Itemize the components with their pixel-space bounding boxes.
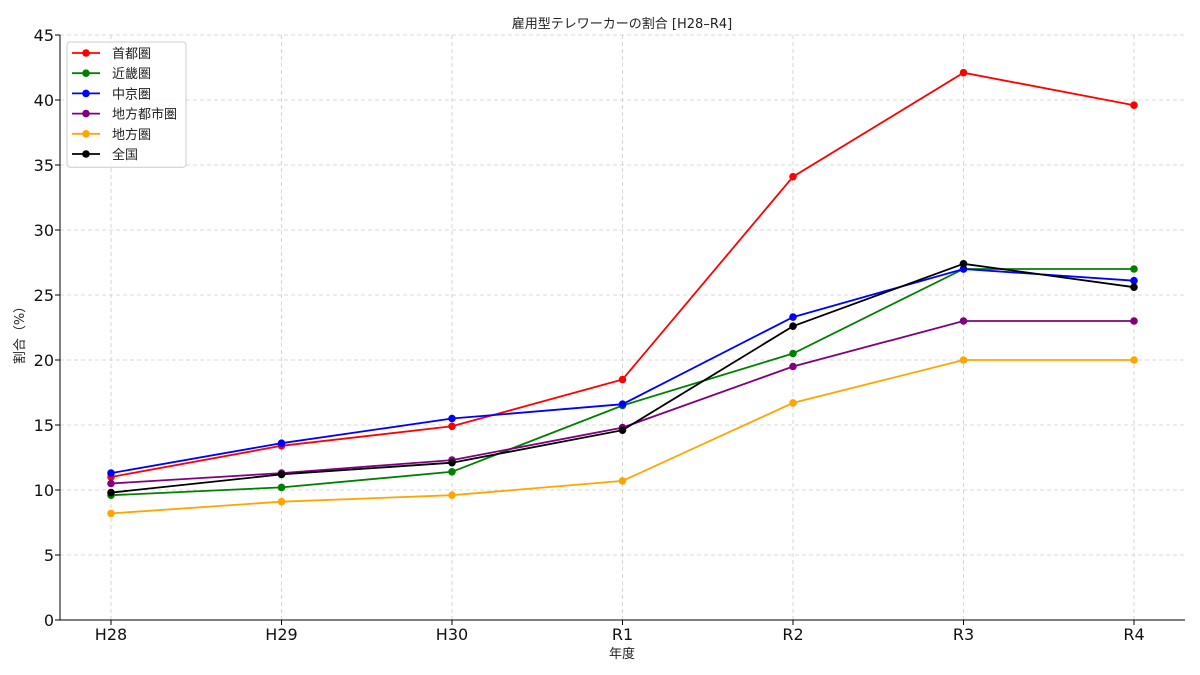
y-axis-label: 割合（%） — [12, 300, 28, 364]
legend-label: 近畿圏 — [112, 67, 151, 82]
data-point — [448, 414, 456, 423]
data-point — [789, 313, 797, 321]
y-tick-label: 30 — [34, 221, 54, 240]
grid — [60, 34, 1185, 621]
y-tick-label: 15 — [34, 416, 54, 435]
data-point — [1130, 101, 1138, 109]
y-tick-label: 45 — [34, 26, 54, 45]
legend-label: 地方圏 — [112, 127, 151, 143]
data-point — [959, 68, 968, 77]
y-tick-label: 20 — [34, 351, 54, 370]
data-point — [277, 497, 286, 506]
data-point — [107, 469, 115, 477]
data-point — [618, 477, 627, 485]
data-point — [959, 317, 968, 325]
legend-swatch-marker — [82, 109, 90, 118]
legend-swatch-marker — [82, 49, 90, 57]
y-tick-label: 25 — [34, 286, 54, 305]
data-point — [107, 488, 115, 497]
series-4 — [107, 356, 1138, 518]
data-point — [448, 458, 456, 467]
legend-item: 地方都市圏 — [72, 107, 177, 123]
data-point — [448, 491, 456, 500]
data-point — [789, 399, 797, 407]
data-point — [789, 362, 797, 371]
legend-label: 中京圏 — [112, 87, 151, 102]
series-2 — [107, 265, 1138, 477]
data-point — [789, 322, 797, 331]
legend-item: 中京圏 — [72, 87, 151, 102]
chart-title: 雇用型テレワーカーの割合 [H28–R4] — [512, 16, 732, 32]
data-point — [448, 468, 456, 476]
legend-item: 首都圏 — [72, 47, 151, 62]
data-point — [1130, 317, 1138, 325]
data-point — [277, 470, 286, 479]
legend-swatch-marker — [82, 89, 90, 98]
data-point — [1130, 265, 1138, 273]
data-point — [107, 509, 115, 518]
y-tick-label: 5 — [44, 546, 54, 565]
data-point — [107, 479, 115, 488]
series-group — [107, 68, 1138, 518]
legend-swatch-marker — [82, 130, 90, 138]
y-tick-label: 0 — [44, 611, 54, 630]
data-point — [1130, 276, 1138, 285]
x-tick-label: H30 — [436, 625, 468, 644]
y-tick-label: 35 — [34, 156, 54, 175]
axes: 0 5 10 15 20 25 30 35 40 45 H28 H29 H30 R1 R2 R3 R4 — [34, 26, 1185, 644]
data-point — [1130, 283, 1138, 292]
legend-label: 首都圏 — [112, 47, 151, 62]
data-point — [618, 375, 627, 384]
x-axis-label: 年度 — [609, 646, 635, 662]
data-point — [959, 265, 968, 273]
x-tick-label: R3 — [953, 625, 974, 644]
data-point — [959, 356, 968, 364]
series-5 — [107, 260, 1138, 497]
data-point — [1130, 356, 1138, 364]
y-tick-label: 40 — [34, 91, 54, 110]
legend-item: 全国 — [72, 147, 138, 163]
x-tick-label: R4 — [1123, 625, 1144, 644]
y-tick-label: 10 — [34, 481, 54, 500]
data-point — [959, 260, 968, 268]
x-tick-label: R2 — [782, 625, 803, 644]
x-tick-label: H28 — [95, 625, 127, 644]
data-point — [277, 483, 286, 492]
legend-swatch-marker — [82, 150, 90, 158]
legend-swatch-marker — [82, 69, 90, 77]
legend-item: 近畿圏 — [72, 67, 151, 82]
data-point — [618, 426, 627, 435]
x-tick-label: H29 — [265, 625, 297, 644]
data-point — [618, 400, 627, 409]
data-point — [277, 439, 286, 448]
legend-item: 地方圏 — [72, 127, 151, 143]
legend-label: 全国 — [112, 147, 138, 163]
data-point — [789, 172, 797, 181]
data-point — [448, 422, 456, 431]
legend-label: 地方都市圏 — [112, 107, 177, 123]
x-tick-label: R1 — [612, 625, 633, 644]
data-point — [789, 349, 797, 358]
